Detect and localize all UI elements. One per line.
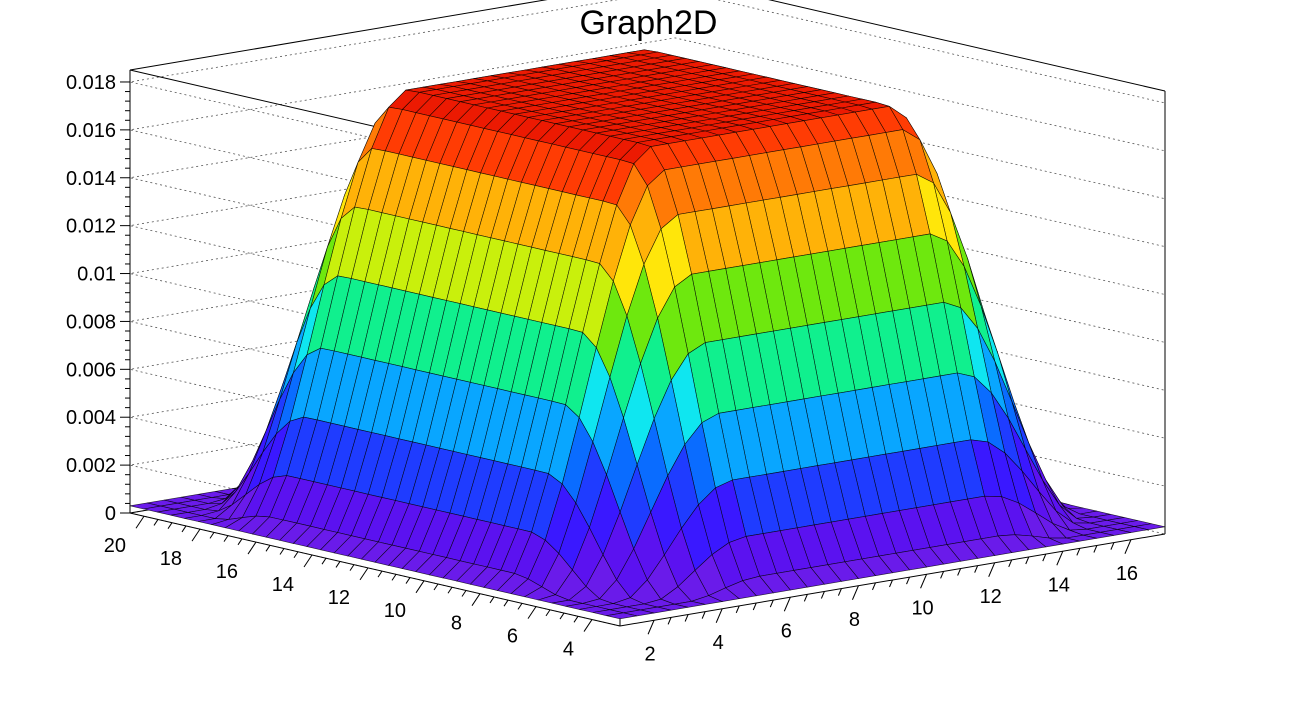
z-tick-label-5: 0.01 — [77, 264, 116, 286]
y-minor-tick-5-3 — [265, 545, 271, 552]
z-tick-label-9: 0.018 — [66, 72, 116, 94]
y-axis-line — [129, 512, 621, 627]
y-minor-tick-2-2 — [447, 586, 453, 594]
x-minor-tick-2-1 — [803, 594, 808, 602]
y-minor-tick-2-3 — [433, 583, 439, 591]
x-tick-0 — [647, 620, 655, 635]
y-tick-label-2: 8 — [451, 613, 462, 635]
x-minor-tick-0-1 — [667, 617, 672, 625]
y-minor-tick-7-1 — [181, 525, 187, 533]
x-minor-tick-6-2 — [1093, 545, 1098, 553]
x-tick-label-4: 10 — [911, 597, 933, 619]
z-tick-label-0: 0 — [105, 503, 116, 525]
x-minor-tick-5-2 — [1025, 556, 1030, 565]
x-minor-tick-1-3 — [769, 599, 774, 608]
axis-ticks: 0 0.002 0.004 0.006 0.008 0.01 0.012 0.014 0.016… — [66, 72, 1138, 665]
y-minor-tick-1-2 — [503, 599, 509, 607]
x-minor-tick-3-1 — [872, 582, 876, 591]
surface-mesh — [129, 49, 1166, 620]
y-tick-label-1: 6 — [507, 626, 518, 648]
y-tick-2 — [471, 593, 481, 606]
z-tick-label-6: 0.012 — [66, 216, 116, 238]
y-tick-label-7: 18 — [160, 548, 182, 570]
y-minor-tick-6-1 — [237, 538, 243, 546]
y-tick-4 — [359, 567, 369, 581]
y-minor-tick-3-1 — [405, 577, 411, 584]
x-minor-tick-2-3 — [837, 588, 842, 596]
y-minor-tick-0-3 — [545, 609, 551, 617]
y-tick-7 — [191, 528, 201, 542]
x-tick-label-0: 2 — [645, 643, 656, 665]
y-tick-0 — [583, 619, 593, 632]
x-tick-2 — [783, 597, 791, 612]
x-minor-tick-6-3 — [1110, 542, 1115, 550]
z-tick-label-2: 0.004 — [66, 407, 116, 429]
x-tick-label-5: 12 — [980, 586, 1002, 608]
x-tick-label-1: 4 — [713, 632, 724, 654]
z-tick-label-8: 0.016 — [66, 120, 116, 142]
x-tick-6 — [1056, 551, 1064, 566]
y-tick-label-3: 10 — [384, 600, 406, 622]
y-minor-tick-6-2 — [223, 535, 229, 542]
x-minor-tick-0-3 — [701, 611, 706, 619]
x-minor-tick-1-1 — [735, 605, 740, 614]
y-tick-6 — [247, 541, 257, 555]
z-tick-label-3: 0.006 — [66, 359, 116, 381]
x-tick-label-7: 16 — [1116, 563, 1138, 585]
x-minor-tick-0-2 — [684, 614, 689, 622]
x-tick-7 — [1124, 539, 1132, 554]
x-tick-label-6: 14 — [1048, 574, 1070, 596]
x-tick-label-2: 6 — [781, 620, 792, 642]
y-tick-label-0: 4 — [563, 639, 574, 661]
y-tick-label-8: 20 — [104, 535, 126, 557]
y-tick-label-5: 14 — [272, 574, 294, 596]
y-minor-tick-1-1 — [517, 603, 523, 610]
x-tick-5 — [988, 562, 996, 577]
y-tick-3 — [415, 580, 425, 594]
z-tick-label-4: 0.008 — [66, 311, 116, 333]
y-minor-tick-4-1 — [349, 564, 355, 571]
x-minor-tick-4-3 — [974, 565, 979, 573]
y-minor-tick-3-3 — [377, 570, 383, 578]
x-minor-tick-4-2 — [957, 568, 962, 576]
x-minor-tick-6-1 — [1076, 548, 1081, 556]
y-minor-tick-4-2 — [335, 561, 341, 568]
chart-title: Graph2D — [579, 4, 718, 42]
y-tick-1 — [527, 606, 537, 619]
y-tick-label-4: 12 — [328, 587, 350, 609]
x-minor-tick-5-3 — [1042, 553, 1047, 562]
y-minor-tick-0-2 — [559, 612, 565, 620]
y-minor-tick-7-3 — [153, 519, 159, 526]
x-tick-label-3: 8 — [849, 609, 860, 631]
x-minor-tick-3-2 — [889, 579, 893, 588]
y-tick-label-6: 16 — [216, 561, 238, 583]
y-minor-tick-7-2 — [167, 522, 173, 529]
y-minor-tick-3-2 — [391, 574, 397, 581]
x-minor-tick-2-2 — [820, 591, 825, 599]
x-minor-tick-1-2 — [752, 602, 757, 611]
x-minor-tick-3-3 — [906, 576, 910, 585]
y-minor-tick-5-1 — [293, 551, 299, 559]
z-tick-label-7: 0.014 — [66, 168, 116, 190]
y-minor-tick-5-2 — [279, 548, 285, 555]
y-minor-tick-6-3 — [209, 532, 215, 539]
y-minor-tick-0-1 — [573, 616, 579, 623]
y-minor-tick-4-3 — [321, 557, 327, 565]
x-tick-3 — [851, 585, 859, 600]
y-tick-8 — [135, 515, 145, 529]
surface-cell-0-0 — [606, 612, 638, 620]
x-tick-1 — [715, 608, 723, 623]
y-minor-tick-2-1 — [461, 590, 467, 597]
y-tick-5 — [303, 554, 313, 568]
y-minor-tick-1-3 — [489, 596, 495, 604]
x-minor-tick-4-1 — [940, 571, 945, 579]
x-minor-tick-5-1 — [1008, 559, 1013, 568]
z-tick-label-1: 0.002 — [66, 455, 116, 477]
x-tick-4 — [920, 574, 928, 589]
